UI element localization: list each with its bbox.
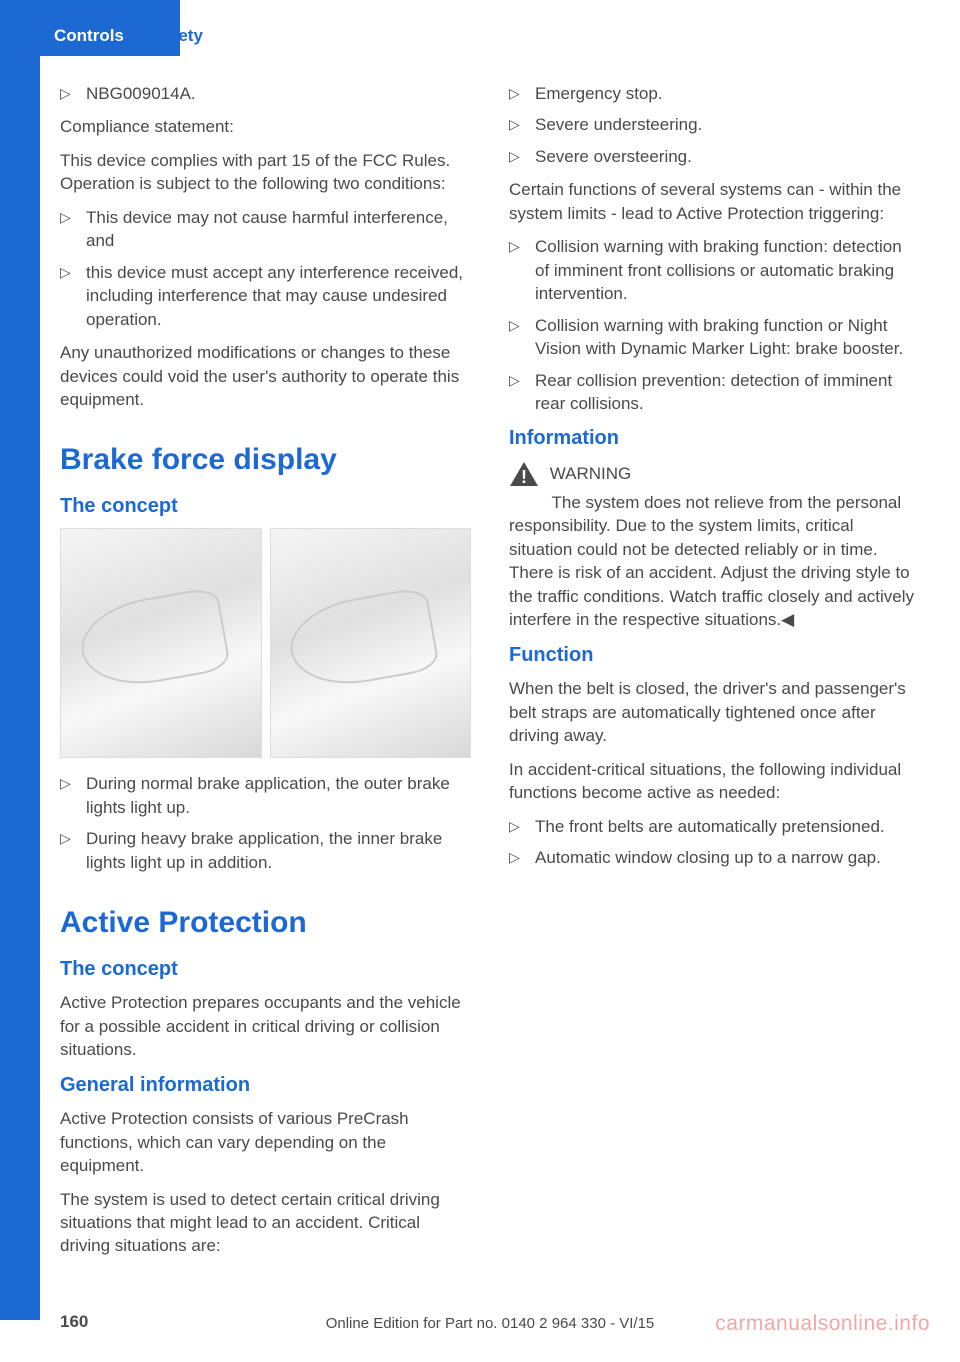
subheading-general: General information — [60, 1072, 471, 1100]
list-item: The front belts are automatically preten… — [509, 815, 920, 838]
text: The system is used to detect certain cri… — [60, 1188, 471, 1258]
list-item: Rear collision prevention: detection of … — [509, 369, 920, 416]
list-item: Automatic window closing up to a narrow … — [509, 846, 920, 869]
brake-image-left — [60, 528, 262, 758]
warning-text: The system does not relieve from the per… — [509, 491, 920, 632]
text: This device complies with part 15 of the… — [60, 149, 471, 196]
text: Certain functions of several systems can… — [509, 178, 920, 225]
subheading-information: Information — [509, 425, 920, 453]
watermark: carmanualsonline.info — [715, 1312, 930, 1336]
list-item: Severe oversteering. — [509, 145, 920, 168]
list-item: Collision warning with braking function … — [509, 314, 920, 361]
side-blue-bar — [0, 0, 40, 1320]
warning-label: WARNING — [550, 464, 632, 483]
footer-edition: Online Edition for Part no. 0140 2 964 3… — [326, 1315, 655, 1332]
list-item: During normal brake application, the out… — [60, 772, 471, 819]
list-item: During heavy brake application, the inne… — [60, 827, 471, 874]
page-number: 160 — [60, 1312, 88, 1331]
list-item: This device may not cause harmful inter­… — [60, 206, 471, 253]
brake-image-right — [270, 528, 472, 758]
text: Active Protection prepares occupants and… — [60, 991, 471, 1061]
svg-text:!: ! — [521, 467, 527, 487]
list-item: this device must accept any interference… — [60, 261, 471, 331]
subheading-concept: The concept — [60, 956, 471, 984]
list-item: Emergency stop. — [509, 82, 920, 105]
list-item: NBG009014A. — [60, 82, 471, 105]
text: When the belt is closed, the driver's an… — [509, 677, 920, 747]
page-content: NBG009014A. Compliance statement: This d… — [60, 82, 920, 1282]
subheading-concept: The concept — [60, 493, 471, 521]
header-tabs: Controls Safety — [54, 26, 203, 46]
subheading-function: Function — [509, 642, 920, 670]
text: Compliance statement: — [60, 115, 471, 138]
list-item: Collision warning with braking function:… — [509, 235, 920, 305]
list-item: Severe understeering. — [509, 113, 920, 136]
tab-safety: Safety — [152, 26, 203, 46]
text: Active Protection consists of various Pr… — [60, 1107, 471, 1177]
warning-block: ! WARNING The system does not relieve fr… — [509, 461, 920, 632]
tab-controls: Controls — [40, 26, 132, 46]
warning-icon: ! — [509, 461, 539, 487]
heading-active-protection: Active Protection — [60, 902, 471, 943]
text: Any unauthorized modifications or change… — [60, 341, 471, 411]
text: In accident-critical situations, the fol… — [509, 758, 920, 805]
brake-lights-image — [60, 528, 471, 758]
heading-brake-force: Brake force display — [60, 439, 471, 480]
